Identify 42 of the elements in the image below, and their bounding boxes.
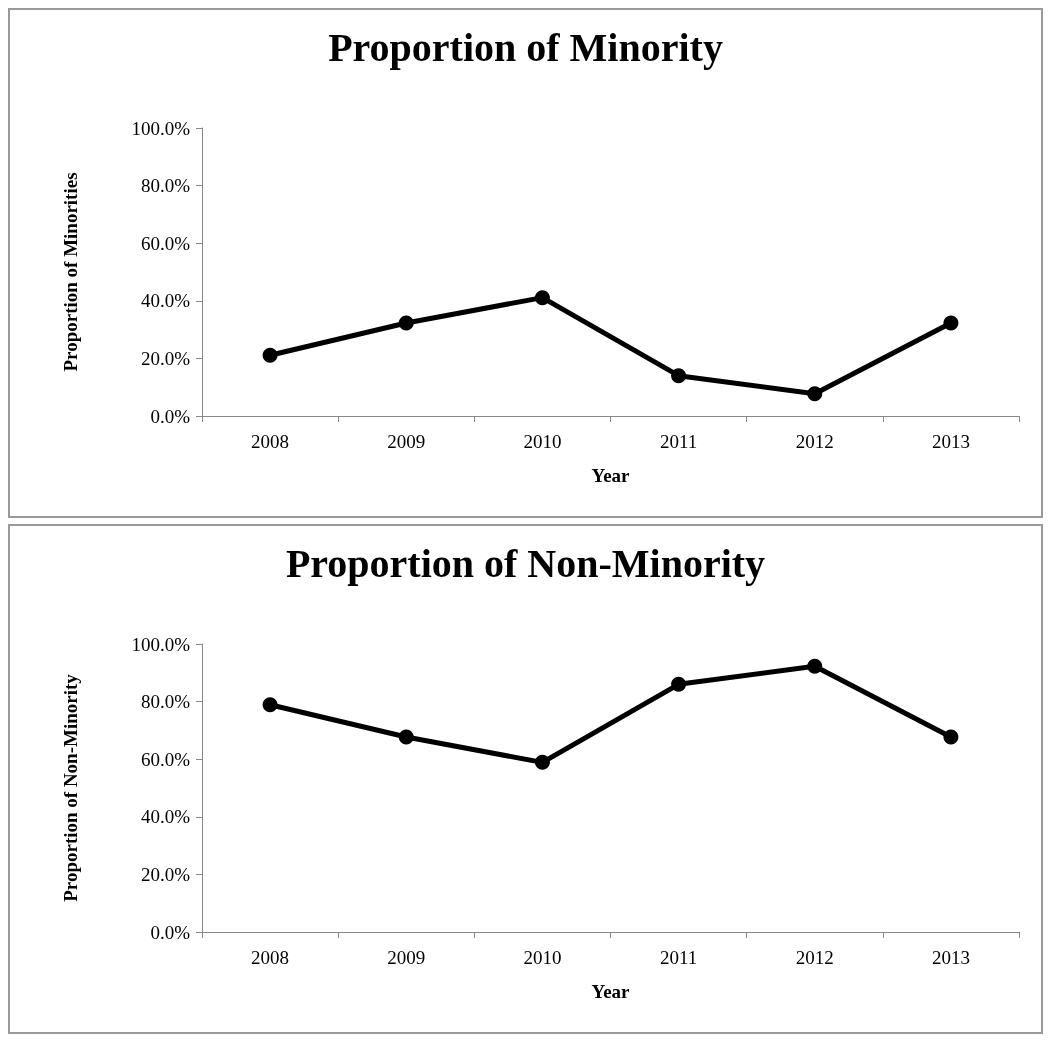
point bbox=[262, 697, 278, 713]
x-tick-label: 2011 bbox=[659, 431, 698, 452]
x-tick-label: 2009 bbox=[387, 947, 426, 968]
chart-title: Proportion of Non-Minority bbox=[285, 540, 766, 586]
point bbox=[398, 315, 414, 331]
x-tick-label: 2012 bbox=[795, 947, 834, 968]
y-tick-label: 100.0% bbox=[131, 117, 191, 139]
y-tick-label: 20.0% bbox=[140, 347, 191, 369]
point bbox=[398, 729, 414, 745]
point bbox=[943, 315, 959, 331]
point bbox=[671, 676, 687, 692]
point bbox=[807, 658, 823, 674]
x-tick-label: 2008 bbox=[251, 947, 290, 968]
y-axis-title: Proportion of Minorities bbox=[60, 172, 81, 372]
x-tick-label: 2012 bbox=[795, 431, 834, 452]
x-tick-label: 2013 bbox=[931, 431, 970, 452]
chart-title: Proportion of Minority bbox=[328, 24, 723, 70]
x-tick-label: 2011 bbox=[659, 947, 698, 968]
y-tick-label: 40.0% bbox=[140, 290, 191, 312]
y-tick-label: 80.0% bbox=[140, 691, 191, 713]
x-tick-label: 2009 bbox=[387, 431, 426, 452]
y-tick-label: 60.0% bbox=[140, 748, 191, 770]
y-tick-label: 40.0% bbox=[140, 806, 191, 828]
x-tick-label: 2010 bbox=[523, 947, 562, 968]
y-axis-title: Proportion of Non-Minority bbox=[60, 673, 81, 902]
x-axis-title: Year bbox=[591, 981, 631, 1002]
point bbox=[807, 386, 823, 402]
y-tick-label: 20.0% bbox=[140, 863, 191, 885]
x-tick-label: 2010 bbox=[523, 431, 562, 452]
point bbox=[534, 754, 550, 770]
x-axis-title: Year bbox=[591, 465, 631, 486]
point bbox=[262, 347, 278, 363]
point bbox=[943, 729, 959, 745]
point bbox=[534, 290, 550, 306]
point bbox=[671, 368, 687, 384]
y-tick-label: 0.0% bbox=[150, 921, 191, 943]
x-tick-label: 2008 bbox=[251, 431, 290, 452]
y-tick-label: 80.0% bbox=[140, 175, 191, 197]
y-tick-label: 60.0% bbox=[140, 232, 191, 254]
x-tick-label: 2013 bbox=[931, 947, 970, 968]
y-tick-label: 0.0% bbox=[150, 405, 191, 427]
y-tick-label: 100.0% bbox=[131, 633, 191, 655]
